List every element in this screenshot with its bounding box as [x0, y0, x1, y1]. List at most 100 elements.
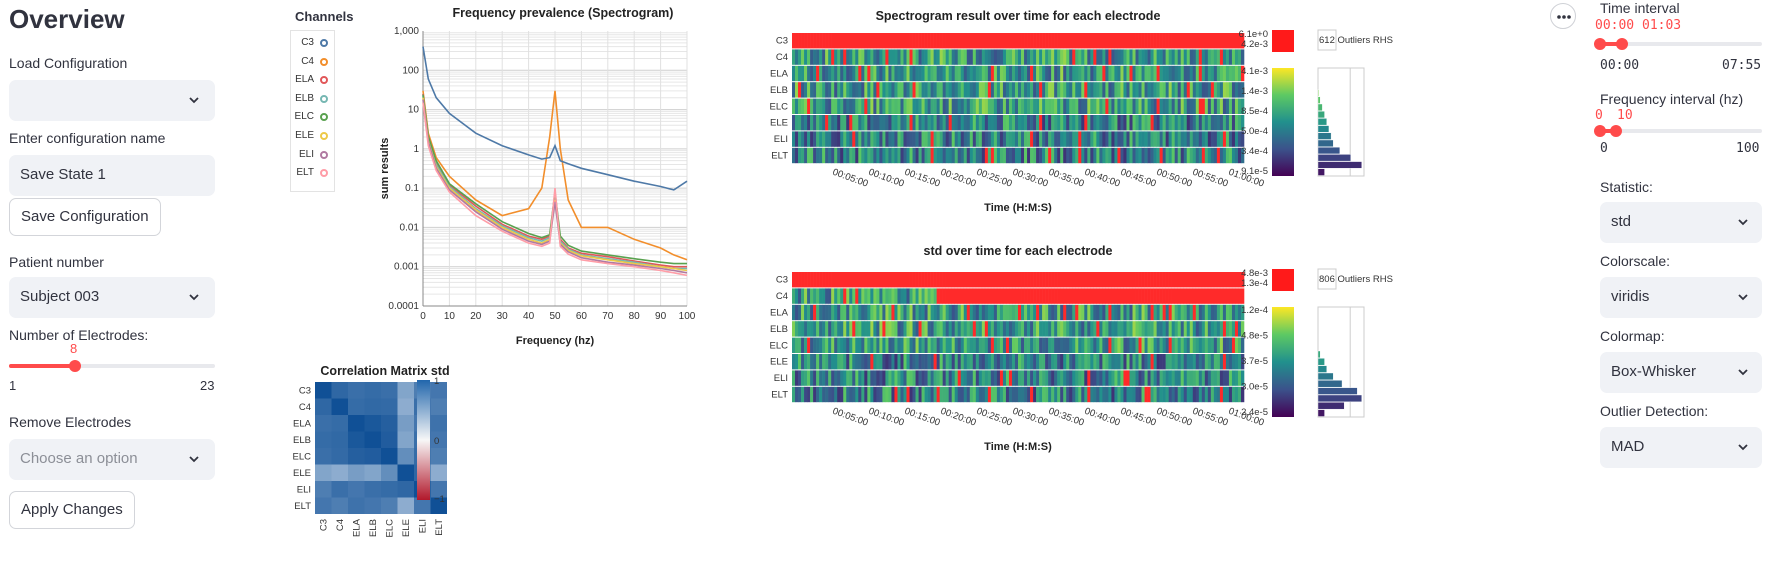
- statistic-select[interactable]: std: [1600, 202, 1762, 243]
- heatmap-cell: [1192, 82, 1197, 98]
- heatmap-cell: [1144, 98, 1148, 114]
- matrix-cell: [331, 415, 348, 432]
- heatmap-cell: [918, 115, 922, 131]
- heatmap-cell: [921, 131, 925, 147]
- heatmap-cell: [975, 65, 980, 82]
- patient-select[interactable]: Subject 003: [9, 277, 215, 318]
- heatmap-cell: [852, 33, 856, 49]
- heatmap-cell: [879, 272, 883, 288]
- heatmap-cell: [816, 98, 820, 114]
- heatmap-cell: [801, 49, 805, 65]
- heatmap-cell: [876, 131, 880, 147]
- heatmap-cell: [1021, 337, 1025, 353]
- heatmap-cell: [996, 337, 1001, 353]
- heatmap-cell: [1210, 65, 1215, 82]
- heatmap-cell: [954, 49, 959, 65]
- heatmap-cell: [1078, 98, 1082, 114]
- heatmap-cell: [1081, 354, 1085, 370]
- heatmap-cell: [945, 386, 949, 403]
- legend-item[interactable]: C3: [291, 36, 334, 52]
- heatmap-cell: [1030, 354, 1034, 370]
- heatmap-cell: [1081, 33, 1085, 49]
- heatmap-cell: [957, 65, 962, 82]
- heatmap-cell: [942, 82, 946, 98]
- heatmap-cell: [879, 386, 883, 403]
- freq-slider-end-thumb[interactable]: [1610, 125, 1622, 137]
- legend-item[interactable]: ELA: [291, 73, 334, 89]
- heatmap-cell: [1051, 65, 1055, 82]
- colorscale-select[interactable]: viridis: [1600, 277, 1762, 318]
- heatmap-cell: [1234, 386, 1239, 403]
- electrodes-slider-track[interactable]: [9, 364, 215, 368]
- legend-item[interactable]: ELI: [291, 148, 334, 164]
- legend-item[interactable]: C4: [291, 55, 334, 71]
- apply-changes-button[interactable]: Apply Changes: [9, 491, 135, 529]
- heatmap-cell: [1078, 82, 1082, 98]
- heatmap-cell: [930, 304, 934, 321]
- heatmap-cell: [1105, 321, 1109, 337]
- heatmap-cell: [891, 33, 895, 49]
- heatmap-cell: [1114, 272, 1118, 288]
- colormap-select[interactable]: Box-Whisker: [1600, 352, 1762, 393]
- heatmap-cell: [1219, 33, 1224, 49]
- legend-item[interactable]: ELC: [291, 110, 334, 126]
- time-slider-start-thumb[interactable]: [1594, 38, 1606, 50]
- heatmap-cell: [873, 288, 877, 304]
- electrodes-slider-thumb[interactable]: [68, 360, 81, 372]
- heatmap-cell: [858, 115, 862, 131]
- heatmap-cell: [948, 65, 953, 82]
- heatmap-cell: [873, 321, 877, 337]
- heatmap-cell: [861, 288, 865, 304]
- heatmap-cell: [1207, 65, 1212, 82]
- heatmap-cell: [984, 49, 989, 65]
- outlier-detection-select[interactable]: MAD: [1600, 427, 1762, 468]
- heatmap-cell: [924, 33, 928, 49]
- heatmap-cell: [1147, 65, 1151, 82]
- legend-item[interactable]: ELE: [291, 129, 334, 145]
- heatmap-cell: [858, 288, 862, 304]
- legend-item[interactable]: ELT: [291, 166, 334, 182]
- heatmap-cell: [1138, 33, 1142, 49]
- heatmap-cell: [1162, 321, 1166, 337]
- heatmap-cell: [888, 288, 892, 304]
- heatmap-cell: [1051, 370, 1055, 386]
- freq-slider-start-thumb[interactable]: [1594, 125, 1606, 137]
- heatmap-cell: [825, 115, 829, 131]
- remove-electrodes-select[interactable]: Choose an option: [9, 439, 215, 480]
- freq-slider-track[interactable]: [1600, 129, 1762, 133]
- heatmap-cell: [993, 115, 998, 131]
- config-name-input[interactable]: Save State 1: [9, 155, 215, 196]
- heatmap-cell: [984, 65, 989, 82]
- heatmap-cell: [906, 33, 910, 49]
- colorscale-value: viridis: [1611, 288, 1650, 305]
- heatmap-cell: [1063, 33, 1067, 49]
- heatmap-cell: [1189, 147, 1194, 164]
- heatmap-cell: [837, 272, 841, 288]
- time-slider-end-thumb[interactable]: [1616, 38, 1628, 50]
- heatmap-cell: [927, 115, 931, 131]
- heatmap-cell: [1213, 288, 1218, 304]
- heatmap-cell: [1195, 49, 1200, 65]
- heatmap-cell: [1150, 288, 1154, 304]
- heatmap-cell: [1011, 147, 1016, 164]
- heatmap-cell: [1183, 304, 1188, 321]
- heatmap-cell: [1183, 131, 1188, 147]
- load-config-select[interactable]: [9, 80, 215, 121]
- heatmap-cell: [888, 33, 892, 49]
- save-config-button[interactable]: Save Configuration: [9, 198, 161, 236]
- heatmap-cell: [1030, 131, 1034, 147]
- heatmap-cell: [900, 98, 904, 114]
- heatmap-cell: [1150, 304, 1154, 321]
- time-slider-track[interactable]: [1600, 42, 1762, 46]
- heatmap-cell: [1075, 98, 1079, 114]
- heatmap-cell: [936, 33, 940, 49]
- heatmap-cell: [798, 337, 802, 353]
- heatmap-cell: [933, 98, 937, 114]
- heatmap-cell: [906, 337, 910, 353]
- legend-item[interactable]: ELB: [291, 92, 334, 108]
- heatmap-cell: [798, 304, 802, 321]
- heatmap-cell: [1021, 82, 1025, 98]
- heatmap-cell: [1078, 337, 1082, 353]
- heatmap-cell: [1225, 82, 1230, 98]
- chart-menu-button[interactable]: [1550, 3, 1576, 29]
